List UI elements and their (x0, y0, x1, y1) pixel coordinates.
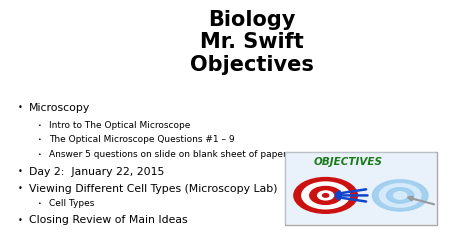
Text: Closing Review of Main Ideas: Closing Review of Main Ideas (29, 214, 187, 224)
Circle shape (379, 184, 421, 207)
Circle shape (318, 191, 333, 200)
Circle shape (387, 188, 414, 203)
Circle shape (294, 178, 357, 213)
Text: OBJECTIVES: OBJECTIVES (314, 156, 383, 166)
Circle shape (310, 187, 342, 205)
Text: •: • (38, 137, 41, 142)
Text: •: • (38, 200, 41, 205)
Text: •: • (18, 215, 22, 224)
Text: •: • (18, 103, 22, 112)
FancyBboxPatch shape (285, 152, 436, 225)
FancyBboxPatch shape (284, 152, 436, 225)
Text: Viewing Different Cell Types (Microscopy Lab): Viewing Different Cell Types (Microscopy… (29, 183, 277, 193)
Text: Cell Types: Cell Types (49, 198, 94, 207)
Text: Intro to The Optical Microscope: Intro to The Optical Microscope (49, 120, 190, 129)
Circle shape (323, 194, 328, 197)
Circle shape (394, 192, 407, 199)
Text: Microscopy: Microscopy (29, 103, 90, 112)
Text: Day 2:  January 22, 2015: Day 2: January 22, 2015 (29, 166, 164, 176)
Circle shape (373, 180, 428, 211)
Text: •: • (18, 184, 22, 193)
Text: Biology
Mr. Swift
Objectives: Biology Mr. Swift Objectives (189, 10, 313, 75)
Text: The Optical Microscope Questions #1 – 9: The Optical Microscope Questions #1 – 9 (49, 135, 234, 144)
Text: Answer 5 questions on slide on blank sheet of paper: Answer 5 questions on slide on blank she… (49, 149, 286, 158)
Circle shape (302, 182, 350, 209)
Text: •: • (18, 167, 22, 175)
Text: •: • (38, 151, 41, 156)
Text: •: • (38, 122, 41, 127)
